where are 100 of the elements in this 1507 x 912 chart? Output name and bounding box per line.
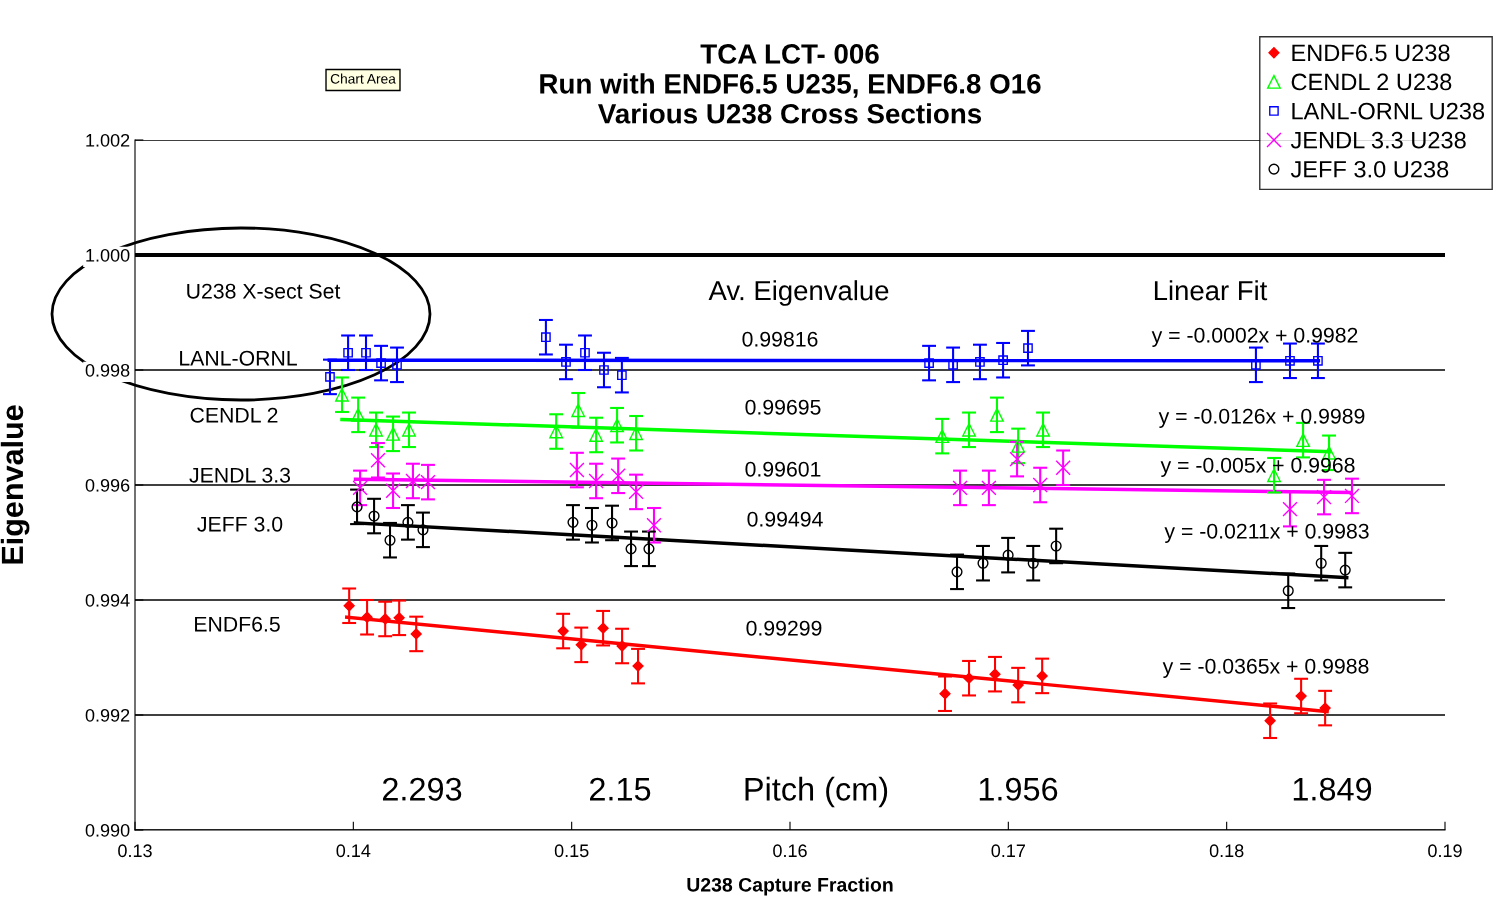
point <box>952 480 968 496</box>
point <box>1316 489 1332 505</box>
point <box>1344 488 1360 504</box>
annotation: Av. Eigenvalue <box>708 280 889 306</box>
annotation: LANL-ORNL <box>180 350 297 366</box>
point <box>1050 540 1062 552</box>
point <box>343 347 353 358</box>
point <box>1036 422 1050 437</box>
legend-label: JENDL 3.3 U238 <box>1290 131 1466 149</box>
point <box>343 600 355 612</box>
chart-title: TCA LCT- 006 Run with ENDF6.5 U235, ENDF6.8 O16 Various U238 Cross Sections <box>540 44 1041 124</box>
point <box>610 418 625 433</box>
point <box>541 332 551 343</box>
point <box>361 347 371 358</box>
annotation: JEFF 3.0 <box>197 516 283 532</box>
annotation: Pitch (cm) <box>745 776 888 808</box>
point <box>1032 477 1048 493</box>
point <box>606 517 618 529</box>
point <box>625 543 637 555</box>
point <box>402 516 414 528</box>
point <box>376 358 386 368</box>
x-tick-label: 0.19 <box>1428 844 1462 858</box>
point <box>325 372 335 382</box>
point <box>410 628 422 640</box>
annotation: y = -0.0365x + 0.9988 <box>1162 658 1369 678</box>
point <box>567 516 579 528</box>
annotation: y = -0.0126x + 0.9989 <box>1158 408 1365 428</box>
point <box>963 672 975 684</box>
annotation: 0.99816 <box>742 331 818 347</box>
annotation: Linear Fit <box>1154 280 1268 301</box>
point <box>1264 715 1276 727</box>
legend-label: ENDF6.5 U238 <box>1292 44 1450 62</box>
point <box>1296 433 1311 448</box>
point <box>352 480 368 496</box>
point <box>935 429 950 444</box>
y-tick-label: 0.996 <box>85 478 130 492</box>
legend-label: CENDL 2 U238 <box>1291 73 1452 91</box>
point <box>569 462 585 478</box>
annotation: y = -0.0002x + 0.9982 <box>1151 327 1358 347</box>
y-tick-label: 1.000 <box>86 248 130 262</box>
legend-label: JEFF 3.0 U238 <box>1290 160 1449 178</box>
point <box>1339 564 1351 576</box>
point <box>1295 690 1307 702</box>
annotation: ENDF6.5 <box>195 616 280 632</box>
annotation: 1.956 <box>979 777 1058 801</box>
point <box>990 407 1004 422</box>
annotation: 0.99494 <box>747 511 823 527</box>
x-axis-title: U238 Capture Fraction <box>687 877 893 896</box>
annotation: 1.849 <box>1293 777 1372 801</box>
point <box>335 387 349 402</box>
point <box>646 517 662 533</box>
point <box>617 370 627 381</box>
point <box>629 426 644 441</box>
annotation: 0.99695 <box>745 399 821 415</box>
y-tick-label: 0.990 <box>85 823 130 837</box>
point <box>924 358 934 368</box>
point <box>1282 585 1294 597</box>
x-tick-label: 0.13 <box>118 844 152 858</box>
point <box>1002 549 1014 561</box>
point <box>561 357 571 367</box>
point <box>369 422 383 437</box>
point <box>386 426 401 441</box>
point <box>643 543 655 555</box>
point <box>981 480 997 496</box>
point <box>586 519 598 531</box>
point <box>1023 343 1033 354</box>
x-tick-label: 0.18 <box>1209 844 1244 858</box>
annotation: 2.15 <box>590 777 651 801</box>
point <box>939 688 951 700</box>
point <box>1313 355 1323 366</box>
point <box>1036 670 1048 682</box>
annotation: 0.99299 <box>746 620 822 636</box>
point <box>351 407 366 422</box>
y-tick-label: 1.002 <box>86 133 130 147</box>
point <box>962 422 976 437</box>
point <box>1011 438 1026 453</box>
point <box>588 473 604 489</box>
point <box>597 622 609 634</box>
x-tick-label: 0.17 <box>991 844 1025 858</box>
y-tick-label: 0.992 <box>85 708 130 722</box>
point <box>361 611 373 623</box>
x-tick-label: 0.16 <box>773 844 807 858</box>
point <box>384 534 396 546</box>
point <box>402 422 416 437</box>
y-tick-label: 0.994 <box>85 593 130 607</box>
text: Chart Area <box>330 73 396 84</box>
point <box>557 625 569 637</box>
annotation: U238 X-sect Set <box>187 283 341 299</box>
point <box>616 640 628 652</box>
point <box>1009 451 1025 467</box>
point <box>571 403 586 418</box>
point <box>385 483 401 499</box>
point <box>1315 557 1327 569</box>
x-tick-label: 0.14 <box>336 844 371 858</box>
point <box>1012 679 1024 691</box>
point <box>610 468 626 484</box>
legend-label: LANL-ORNL U238 <box>1292 102 1485 120</box>
point <box>580 347 590 358</box>
annotation: 2.293 <box>382 777 462 801</box>
annotation: 0.99601 <box>745 461 821 477</box>
